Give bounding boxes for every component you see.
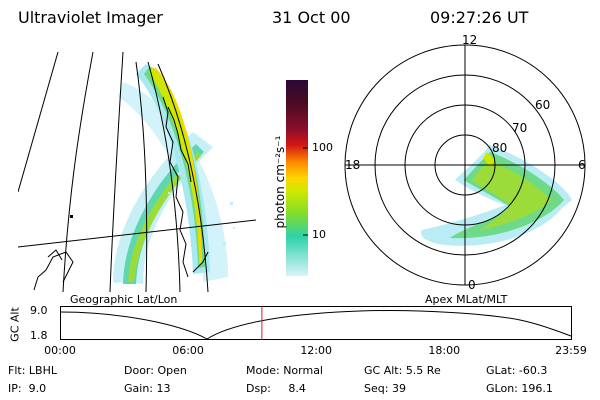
mlt-label-12: 12 [462,33,478,47]
flt-label: Flt: [8,364,26,377]
seq-value: 39 [391,382,406,395]
aurora-main-arc [136,64,210,274]
altitude-timeline [60,306,572,340]
mlat-label-60: 60 [535,98,551,112]
geographic-label: Geographic Lat/Lon [70,293,178,306]
colorbar [286,80,308,276]
glat-label: GLat: [486,364,516,377]
ip-label: IP: [8,382,22,395]
polar-plot [344,44,586,286]
timeline-x-tick: 00:00 [44,344,76,357]
dsp-label: Dsp: [246,382,271,395]
timeline-y-tick-high: 9.0 [30,304,48,317]
mode-label: Mode: [246,364,280,377]
door-value: Open [157,364,187,377]
mlt-label-18: 18 [345,158,361,172]
seq-label: Seq: [364,382,389,395]
flt-value: LBHL [28,364,57,377]
dsp-value: 8.4 [288,382,306,395]
ip-value: 9.0 [28,382,47,395]
latitude-circles [344,44,586,286]
timeline-x-tick: 23:59 [555,344,587,357]
apex-label: Apex MLat/MLT [425,293,508,306]
coastline [33,96,209,291]
date-text: 31 Oct 00 [272,8,351,27]
altitude-curve [60,310,572,340]
geographic-map [18,52,256,292]
timeline-x-tick: 06:00 [172,344,204,357]
meridian-lines [18,52,209,292]
gcalt-value: 5.5 Re [405,364,441,377]
mlt-label-6: 6 [578,158,586,172]
mode-value: Normal [283,364,323,377]
door-label: Door: [124,364,154,377]
colorbar-tick-100: 100 [312,141,333,154]
gcalt-label: GC Alt: [364,364,403,377]
timeline-y-label: GC Alt [8,307,22,342]
colorbar-tick-10: 10 [312,228,326,241]
timeline-x-tick: 18:00 [428,344,461,357]
timeline-x-tick: 12:00 [300,344,333,357]
gain-value: 13 [156,382,171,395]
timeline-y-tick-low: 1.8 [30,329,48,342]
mlat-label-70: 70 [512,121,528,135]
glon-label: GLon: [486,382,518,395]
colorbar-label: photon cm⁻²s⁻¹ [273,135,287,229]
mlat-label-80: 80 [492,141,508,155]
gain-label: Gain: [124,382,153,395]
glat-value: -60.3 [518,364,548,377]
time-text: 09:27:26 UT [430,8,529,27]
mlt-label-0: 0 [468,278,476,292]
glon-value: 196.1 [521,382,553,395]
title-text: Ultraviolet Imager [18,8,163,27]
latitude-line [18,219,256,248]
